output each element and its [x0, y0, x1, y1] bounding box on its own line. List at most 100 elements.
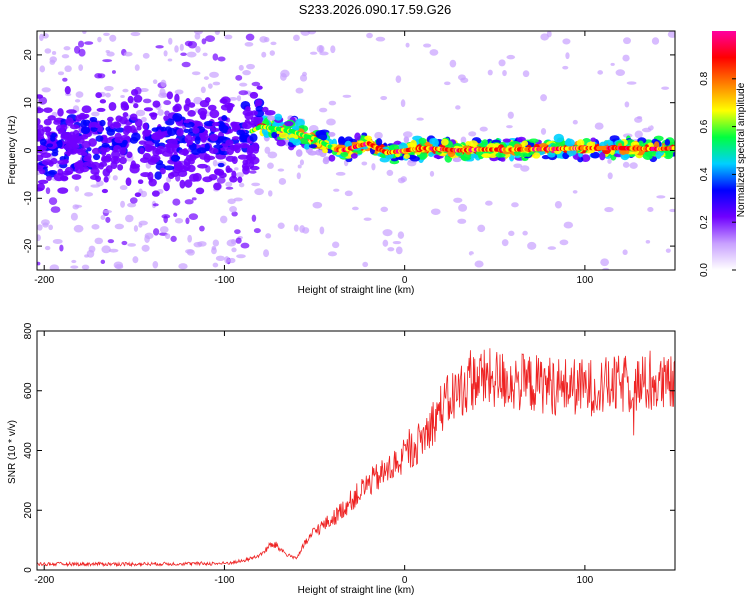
- spectrogram-noise-blob: [270, 41, 277, 46]
- spectrogram-noise-blob: [134, 64, 140, 71]
- spectrogram-band-blob: [147, 158, 157, 166]
- spectrogram-noise-blob: [253, 228, 261, 234]
- spectrogram-noise-blob: [429, 170, 435, 177]
- spectrogram-noise-blob: [91, 224, 100, 230]
- spectrogram-band-blob: [246, 147, 253, 156]
- spectrogram-noise-blob: [246, 63, 255, 70]
- spectrogram-band-blob: [130, 89, 139, 96]
- spectrogram-y-tick-label: -10: [23, 191, 34, 206]
- spectrogram-noise-blob: [565, 52, 570, 60]
- spectrogram-band-blob: [37, 187, 44, 192]
- spectrogram-band-blob: [187, 164, 196, 173]
- spectrogram-noise-blob: [186, 249, 195, 256]
- spectrogram-noise-blob: [430, 208, 441, 215]
- spectrogram-band-blob: [90, 126, 98, 132]
- spectrogram-band-blob: [45, 126, 51, 133]
- spectrogram-noise-blob: [502, 70, 507, 77]
- spectrogram-noise-blob: [185, 217, 190, 225]
- spectrogram-noise-blob: [123, 51, 133, 57]
- spectrogram-band-blob: [322, 148, 329, 154]
- spectrogram-noise-blob: [278, 177, 287, 185]
- spectrogram-noise-blob: [268, 190, 273, 197]
- spectrogram-noise-blob: [78, 48, 86, 57]
- spectrogram-band-blob: [130, 125, 136, 134]
- spectrogram-band-blob: [418, 137, 427, 145]
- spectrogram-band-blob: [308, 144, 318, 149]
- spectrogram-band-blob: [108, 101, 117, 111]
- spectrogram-noise-blob: [102, 59, 113, 63]
- spectrogram-noise-blob: [622, 161, 630, 168]
- spectrogram-noise-blob: [351, 206, 359, 211]
- spectrogram-noise-blob: [127, 202, 137, 208]
- spectrogram-band-blob: [211, 121, 220, 127]
- spectrogram-band-blob: [130, 160, 137, 169]
- spectrogram-noise-blob: [468, 131, 477, 137]
- spectrogram-band-blob: [231, 136, 240, 141]
- spectrogram-noise-blob: [228, 257, 236, 264]
- spectrogram-band-blob: [225, 155, 236, 162]
- snr-x-tick-label: -100: [214, 575, 234, 586]
- colorbar-tick-label: 0.2: [699, 215, 710, 229]
- spectrogram-y-tick-label: 10: [23, 97, 34, 109]
- spectrogram-noise-blob: [103, 32, 110, 37]
- spectrogram-band-blob: [239, 142, 250, 149]
- spectrogram-noise-blob: [607, 172, 613, 180]
- spectrogram-band-blob: [50, 135, 56, 142]
- spectrogram-noise-blob: [254, 188, 264, 196]
- spectrogram-band-blob: [76, 159, 84, 169]
- spectrogram-band-blob: [267, 115, 276, 121]
- spectrogram-band-blob: [195, 187, 205, 195]
- spectrogram-band-blob: [249, 91, 259, 99]
- spectrogram-band-blob: [185, 98, 191, 107]
- spectrogram-noise-blob: [37, 261, 41, 266]
- spectrogram-band-blob: [68, 144, 80, 149]
- spectrogram-noise-blob: [629, 162, 638, 169]
- spectrogram-band-blob: [51, 151, 59, 157]
- spectrogram-band-blob: [81, 140, 91, 149]
- spectrogram-noise-blob: [122, 88, 129, 93]
- spectrogram-band-blob: [220, 96, 231, 105]
- spectrogram-noise-blob: [74, 99, 81, 103]
- spectrogram-band-blob: [95, 135, 104, 142]
- spectrogram-band-blob: [274, 113, 283, 121]
- figure-title: S233.2026.090.17.59.G26: [299, 2, 452, 17]
- spectrogram-noise-blob: [155, 45, 164, 49]
- spectrogram-band-blob: [125, 177, 132, 186]
- spectrogram-band-blob: [117, 164, 124, 171]
- colorbar-tick-label: 0.0: [699, 263, 710, 277]
- spectrogram-band-blob: [151, 190, 160, 197]
- spectrogram-noise-blob: [195, 46, 201, 53]
- spectrogram-noise-blob: [37, 234, 41, 242]
- spectrogram-band-blob: [248, 120, 260, 126]
- spectrogram-noise-blob: [667, 31, 675, 38]
- spectrogram-noise-blob: [238, 64, 244, 71]
- spectrogram-noise-blob: [81, 264, 90, 270]
- spectrogram-noise-blob: [235, 172, 244, 178]
- spectrogram-noise-blob: [209, 71, 219, 78]
- spectrogram-band-blob: [134, 118, 143, 128]
- spectrogram-band-blob: [133, 103, 139, 109]
- spectrogram-noise-blob: [207, 83, 213, 89]
- spectrogram-noise-blob: [240, 242, 250, 249]
- spectrogram-noise-blob: [363, 217, 372, 221]
- spectrogram-band-blob: [256, 85, 263, 90]
- spectrogram-band-blob: [197, 163, 208, 169]
- spectrogram-noise-blob: [335, 171, 346, 176]
- spectrogram-band-blob: [403, 136, 410, 144]
- spectrogram-noise-blob: [506, 54, 516, 60]
- spectrogram-band-blob: [37, 145, 47, 151]
- spectrogram-band-blob: [47, 115, 56, 121]
- spectrogram-noise-blob: [212, 81, 221, 86]
- spectrogram-noise-blob: [656, 195, 666, 199]
- spectrogram-noise-blob: [112, 175, 118, 181]
- spectrogram-noise-blob: [50, 206, 61, 213]
- spectrogram-noise-blob: [107, 239, 115, 244]
- spectrogram-band-blob: [184, 119, 190, 124]
- spectrogram-noise-blob: [645, 239, 651, 244]
- spectrogram-band-blob: [43, 107, 53, 113]
- spectrogram-noise-blob: [562, 38, 571, 45]
- spectrogram-noise-blob: [344, 190, 353, 197]
- snr-y-axis: 0 200 400 600 800: [23, 322, 675, 573]
- spectrogram-noise-blob: [642, 122, 652, 127]
- spectrogram-noise-blob: [133, 225, 139, 232]
